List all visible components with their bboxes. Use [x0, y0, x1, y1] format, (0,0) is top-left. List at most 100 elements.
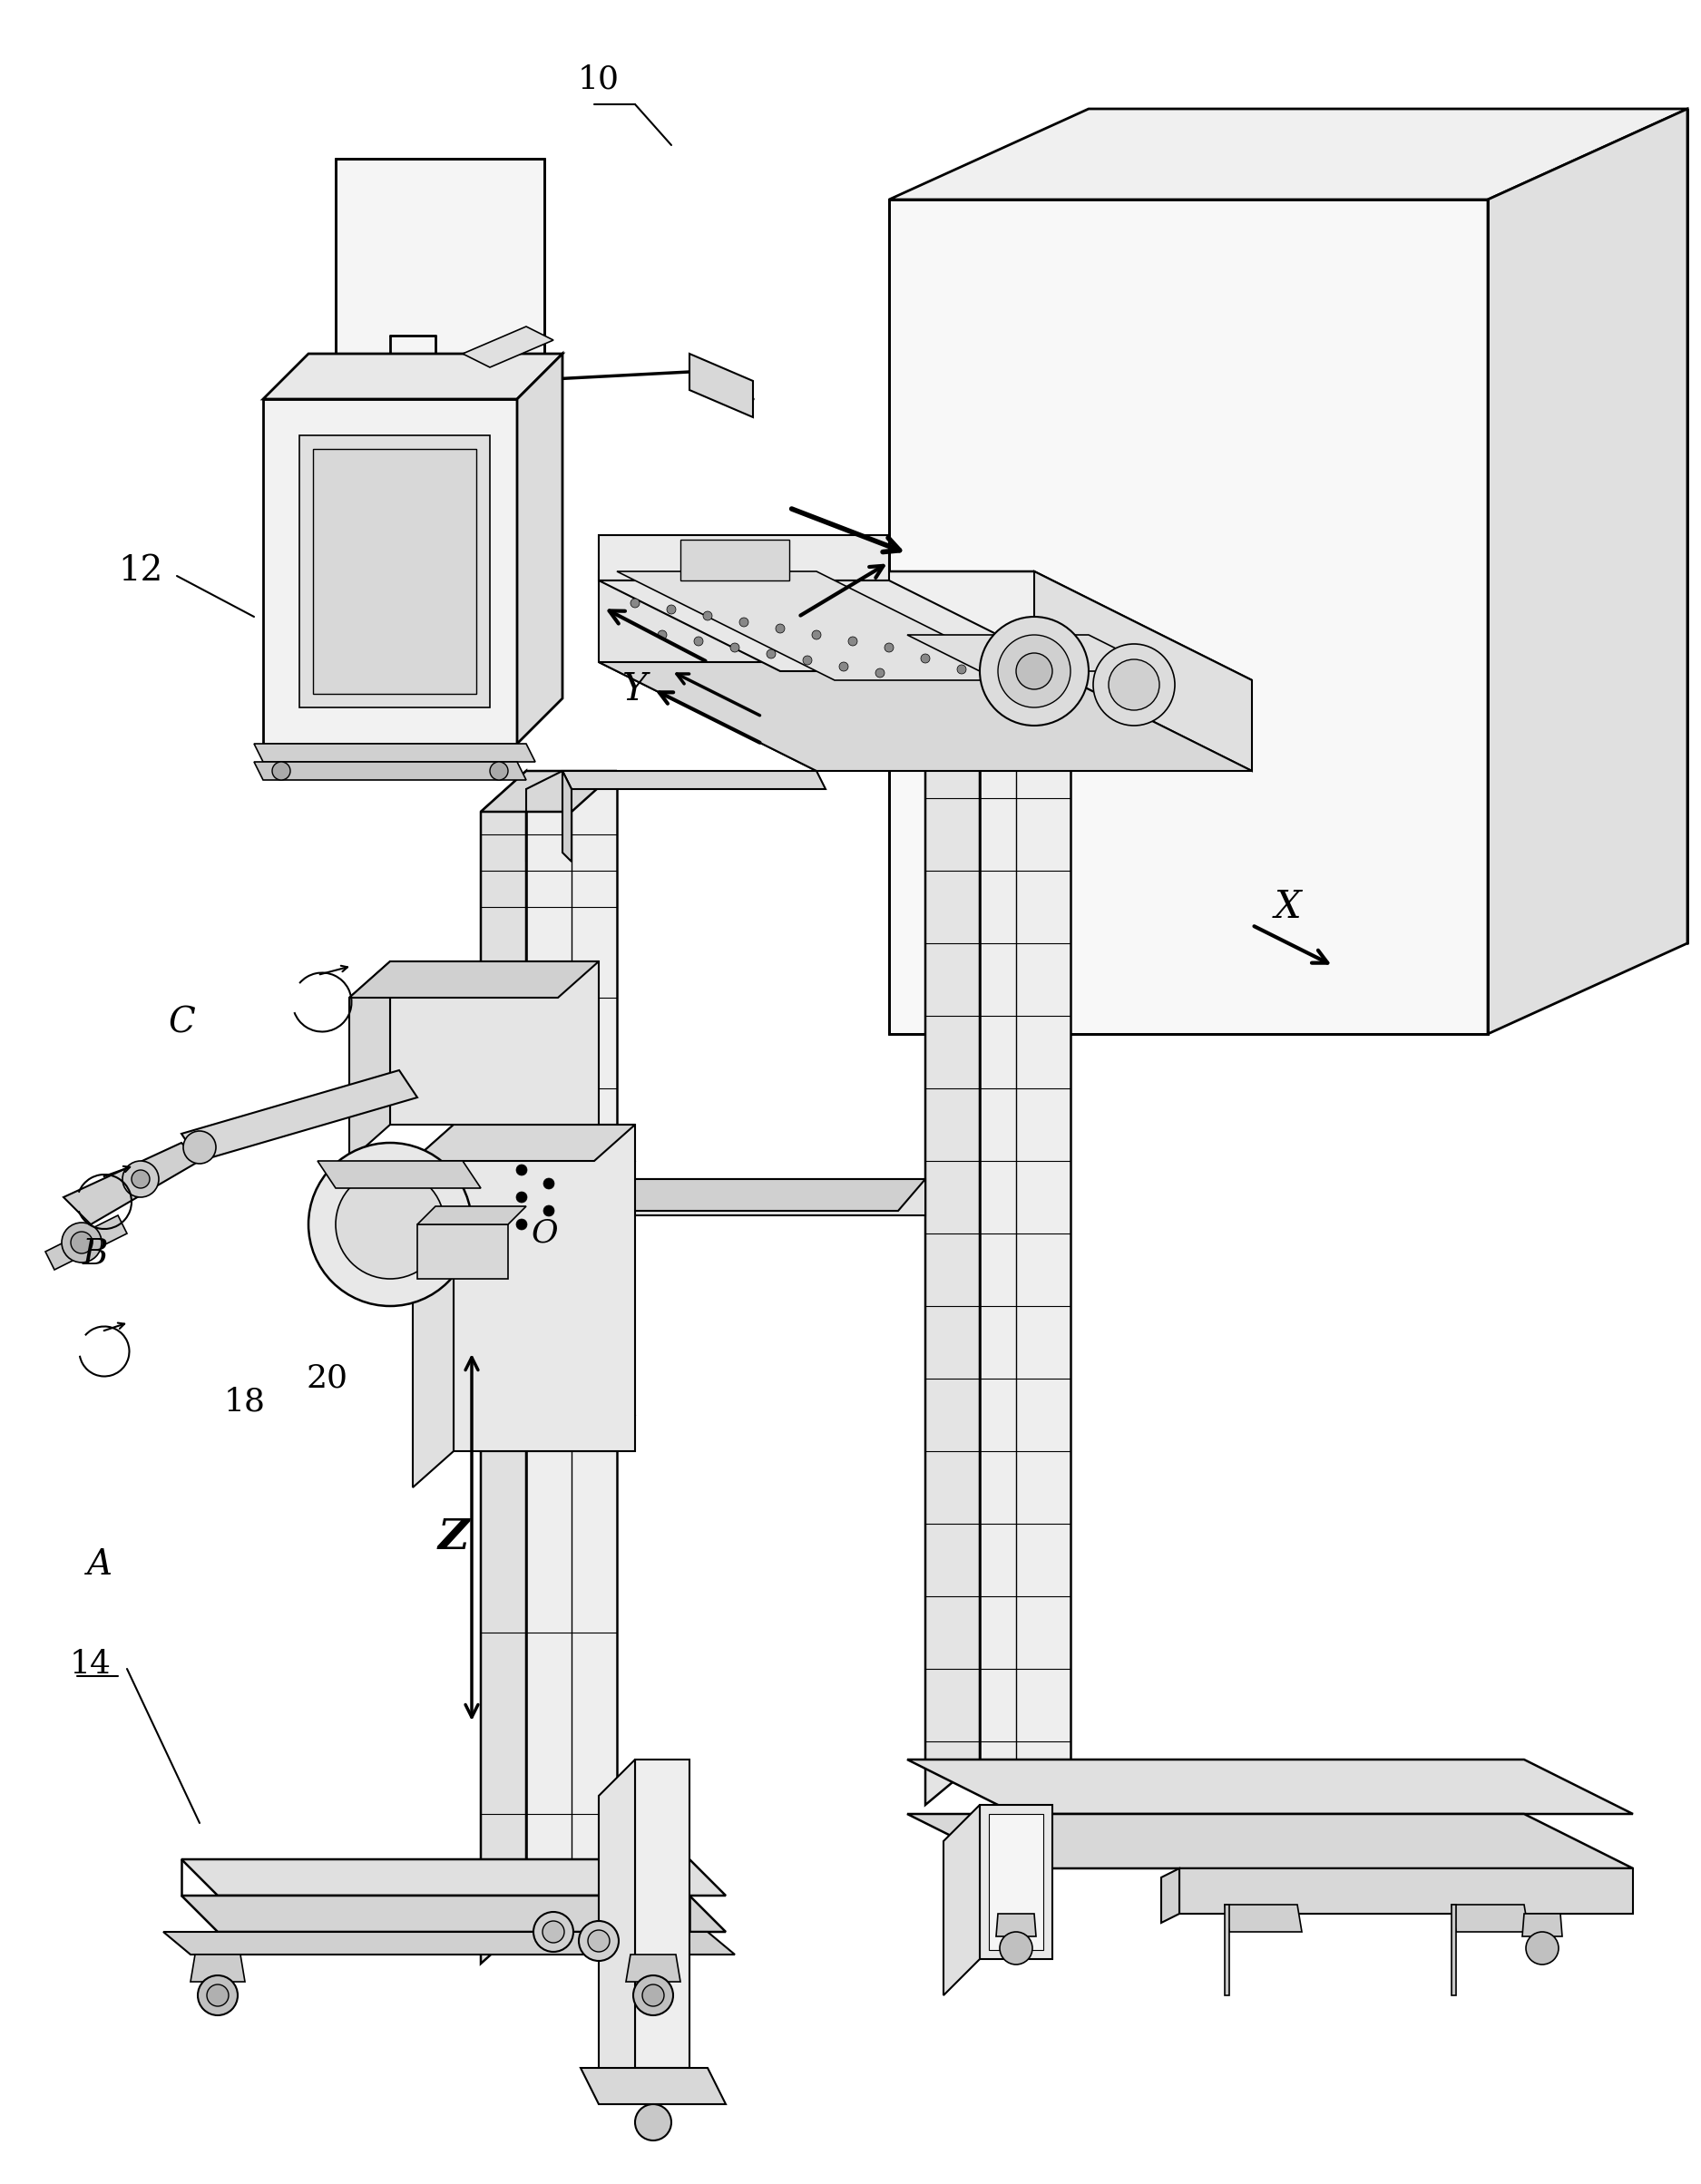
Polygon shape [299, 435, 490, 708]
Circle shape [694, 638, 703, 646]
Text: Z: Z [437, 1516, 469, 1557]
Polygon shape [617, 572, 1034, 679]
Circle shape [515, 1192, 527, 1203]
Polygon shape [1179, 1867, 1633, 1913]
Polygon shape [264, 400, 517, 745]
Polygon shape [553, 1179, 580, 1247]
Text: 10: 10 [578, 63, 619, 96]
Polygon shape [454, 1125, 634, 1450]
Circle shape [980, 616, 1089, 725]
Circle shape [767, 649, 776, 657]
Polygon shape [563, 771, 572, 863]
Text: C: C [168, 1007, 196, 1040]
Circle shape [543, 1177, 555, 1188]
Polygon shape [1522, 1913, 1562, 1937]
Polygon shape [335, 159, 544, 498]
Circle shape [849, 638, 857, 646]
Polygon shape [1451, 1904, 1456, 1996]
Text: 20: 20 [306, 1363, 347, 1393]
Circle shape [122, 1162, 158, 1197]
Text: 12: 12 [119, 555, 163, 587]
Polygon shape [264, 354, 563, 400]
Polygon shape [413, 1125, 634, 1162]
Circle shape [1000, 1933, 1033, 1966]
Text: A: A [87, 1548, 112, 1581]
Polygon shape [182, 1859, 726, 1896]
Circle shape [811, 631, 822, 640]
Polygon shape [599, 662, 1252, 771]
Text: 18: 18 [225, 1387, 265, 1417]
Polygon shape [689, 354, 754, 417]
Polygon shape [417, 1206, 526, 1225]
Polygon shape [599, 572, 816, 771]
Polygon shape [944, 1804, 980, 1996]
Polygon shape [925, 679, 1070, 725]
Text: Y: Y [623, 670, 648, 708]
Circle shape [515, 1219, 527, 1230]
Polygon shape [191, 1955, 245, 1981]
Polygon shape [1488, 109, 1687, 1033]
Circle shape [543, 1922, 565, 1944]
Polygon shape [980, 1804, 1053, 1959]
Polygon shape [634, 1760, 689, 2068]
Circle shape [803, 655, 811, 664]
Circle shape [543, 1206, 555, 1216]
Circle shape [958, 664, 966, 675]
Polygon shape [599, 581, 1070, 670]
Circle shape [920, 653, 930, 664]
Circle shape [308, 1142, 471, 1306]
Circle shape [197, 1974, 238, 2016]
Polygon shape [1225, 1904, 1230, 1996]
Circle shape [589, 1931, 609, 1952]
Polygon shape [313, 450, 476, 695]
Circle shape [667, 605, 675, 614]
Circle shape [776, 625, 784, 633]
Polygon shape [580, 1179, 925, 1214]
Polygon shape [925, 679, 980, 1804]
Circle shape [335, 1171, 444, 1280]
Circle shape [631, 598, 640, 607]
Polygon shape [1225, 1904, 1301, 1933]
Polygon shape [526, 771, 617, 1922]
Text: X: X [1274, 889, 1301, 926]
Polygon shape [680, 539, 789, 581]
Polygon shape [907, 1760, 1633, 1815]
Polygon shape [563, 771, 825, 788]
Polygon shape [517, 354, 563, 745]
Text: B: B [82, 1238, 109, 1271]
Polygon shape [318, 1162, 481, 1188]
Circle shape [633, 1974, 674, 2016]
Polygon shape [890, 199, 1488, 1033]
Polygon shape [417, 1225, 509, 1280]
Polygon shape [599, 1760, 634, 2103]
Text: O: O [531, 1219, 558, 1249]
Polygon shape [599, 572, 1252, 679]
Polygon shape [253, 762, 526, 780]
Circle shape [490, 762, 509, 780]
Polygon shape [481, 771, 526, 1963]
Polygon shape [907, 636, 1162, 670]
Circle shape [634, 2103, 672, 2140]
Circle shape [658, 631, 667, 640]
Text: 14: 14 [70, 1649, 112, 1679]
Polygon shape [182, 1070, 417, 1162]
Circle shape [1094, 644, 1175, 725]
Circle shape [643, 1985, 663, 2007]
Polygon shape [63, 1142, 199, 1225]
Circle shape [998, 636, 1070, 708]
Polygon shape [253, 745, 536, 762]
Circle shape [839, 662, 849, 670]
Circle shape [740, 618, 748, 627]
Polygon shape [626, 1955, 680, 1981]
Polygon shape [481, 771, 617, 812]
Circle shape [1109, 660, 1160, 710]
Polygon shape [413, 1125, 454, 1487]
Polygon shape [980, 679, 1070, 1760]
Polygon shape [580, 2068, 726, 2103]
Polygon shape [553, 1179, 925, 1210]
Circle shape [1526, 1933, 1558, 1966]
Circle shape [184, 1131, 216, 1164]
Circle shape [578, 1922, 619, 1961]
Polygon shape [390, 961, 599, 1125]
Circle shape [703, 612, 713, 620]
